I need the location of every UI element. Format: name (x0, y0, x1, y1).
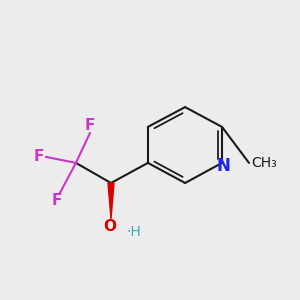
Text: F: F (85, 118, 95, 133)
Text: CH₃: CH₃ (251, 156, 277, 170)
Polygon shape (108, 183, 114, 219)
Text: O: O (103, 219, 116, 234)
Text: N: N (217, 157, 230, 175)
Text: F: F (52, 193, 62, 208)
Text: ·H: ·H (126, 225, 141, 239)
Text: F: F (34, 149, 44, 164)
